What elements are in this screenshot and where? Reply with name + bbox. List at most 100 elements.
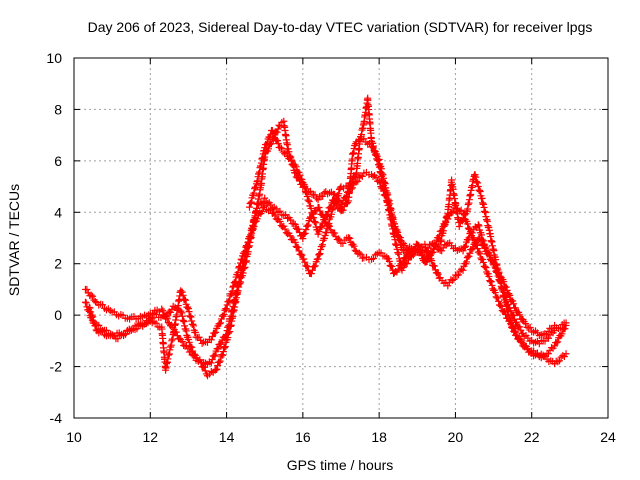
data-point-marker (448, 276, 456, 284)
data-point-marker (369, 254, 377, 262)
data-point-marker (88, 311, 96, 319)
y-tick-label: 6 (54, 153, 62, 169)
data-point-marker (219, 348, 227, 356)
data-point-marker (427, 241, 435, 249)
data-point-marker (468, 229, 476, 237)
data-point-marker (434, 270, 442, 278)
data-point-marker (319, 241, 327, 249)
series-track-c (85, 94, 570, 374)
data-point-marker (284, 214, 292, 222)
data-point-marker (309, 210, 317, 218)
data-point-marker (474, 179, 482, 187)
data-point-marker (250, 189, 258, 197)
data-point-marker (479, 237, 487, 245)
data-point-marker (450, 275, 458, 283)
data-point-marker (207, 336, 215, 344)
data-point-marker (435, 245, 443, 253)
data-point-marker (241, 247, 249, 255)
data-point-marker (83, 286, 91, 294)
x-tick-label: 16 (295, 429, 311, 445)
data-point-marker (472, 173, 480, 181)
data-point-marker (316, 250, 324, 258)
data-point-marker (186, 312, 194, 320)
data-point-marker (301, 183, 309, 191)
data-point-marker (477, 231, 485, 239)
data-point-marker (315, 204, 323, 212)
data-point-marker (500, 278, 508, 286)
data-point-marker (220, 311, 228, 319)
data-point-marker (266, 206, 274, 214)
data-point-marker (424, 244, 432, 252)
data-point-marker (485, 251, 493, 259)
data-point-marker (396, 234, 404, 242)
data-point-marker (477, 254, 485, 262)
data-point-marker (152, 319, 160, 327)
data-point-marker (211, 329, 219, 337)
data-point-marker (216, 320, 224, 328)
data-point-marker (462, 258, 470, 266)
data-point-marker (485, 272, 493, 280)
data-point-marker (243, 242, 251, 250)
data-point-marker (214, 345, 222, 353)
data-point-marker (87, 291, 95, 299)
data-point-marker (522, 320, 530, 328)
data-point-marker (294, 243, 302, 251)
data-point-marker (544, 334, 552, 342)
data-point-marker (325, 219, 333, 227)
data-point-marker (251, 185, 259, 193)
data-point-marker (506, 291, 514, 299)
data-point-marker (86, 304, 94, 312)
data-point-marker (322, 212, 330, 220)
data-point-marker (323, 224, 331, 232)
data-point-marker (512, 328, 520, 336)
data-point-marker (263, 139, 271, 147)
data-point-marker (465, 252, 473, 260)
data-point-marker (181, 296, 189, 304)
data-point-marker (256, 199, 264, 207)
data-point-marker (462, 242, 470, 250)
data-point-marker (167, 308, 175, 316)
data-point-marker (198, 339, 206, 347)
data-point-marker (526, 324, 534, 332)
data-point-marker (369, 172, 377, 180)
data-point-marker (553, 339, 561, 347)
data-point-marker (551, 321, 559, 329)
data-point-marker (235, 264, 243, 272)
data-point-marker (516, 323, 524, 331)
data-point-marker (236, 263, 244, 270)
data-point-marker (354, 177, 362, 185)
data-point-marker (279, 148, 287, 156)
data-point-marker (324, 208, 332, 216)
data-point-marker (91, 322, 99, 330)
data-point-marker (374, 156, 382, 164)
data-point-marker (253, 204, 261, 212)
data-point-marker (481, 263, 489, 271)
data-point-marker (247, 231, 255, 239)
data-point-marker (301, 187, 309, 195)
data-point-marker (504, 307, 512, 315)
data-point-marker (489, 285, 497, 293)
data-point-marker (508, 323, 516, 331)
data-point-marker (429, 248, 437, 256)
data-point-marker (217, 340, 225, 348)
data-point-marker (221, 344, 229, 352)
data-point-marker (185, 338, 193, 346)
data-point-marker (216, 357, 224, 365)
data-point-marker (300, 255, 308, 263)
data-point-marker (221, 332, 229, 340)
data-point-marker (188, 343, 196, 351)
data-point-marker (221, 343, 229, 351)
data-point-marker (225, 298, 233, 306)
data-point-marker (158, 305, 166, 313)
data-point-marker (345, 234, 353, 242)
data-point-marker (430, 262, 438, 270)
data-point-marker (265, 145, 273, 153)
data-point-marker (455, 222, 463, 230)
x-tick-label: 14 (219, 429, 235, 445)
data-point-marker (322, 228, 330, 236)
data-point-marker (292, 163, 300, 171)
data-point-marker (324, 221, 332, 229)
data-point-marker (554, 358, 562, 366)
data-point-marker (300, 230, 308, 238)
